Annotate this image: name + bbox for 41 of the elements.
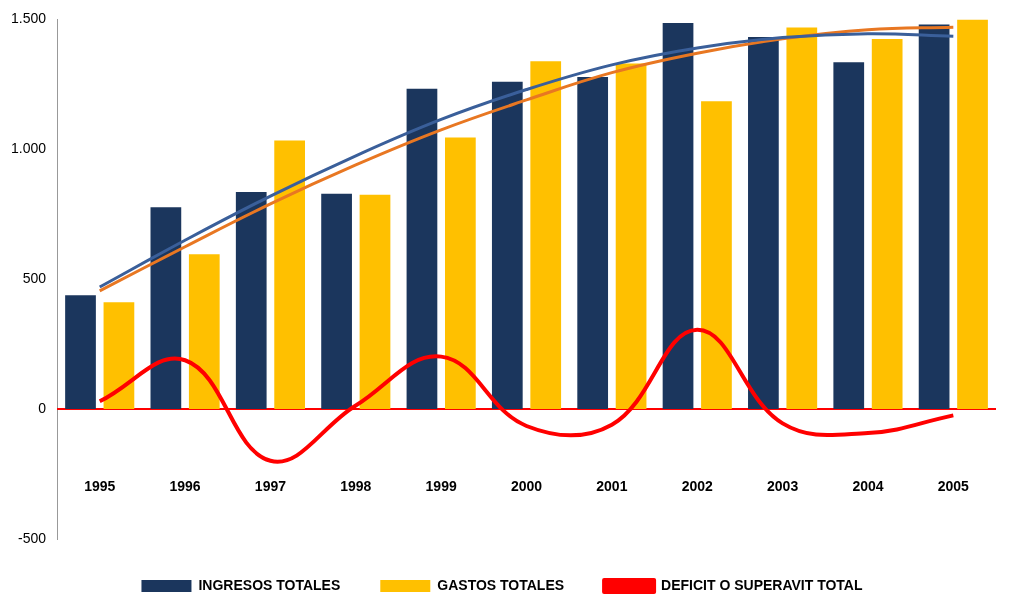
x-tick-label: 2001	[596, 477, 628, 494]
bar	[871, 38, 903, 410]
bar	[701, 101, 732, 410]
bar	[150, 207, 182, 410]
bar	[445, 137, 476, 410]
x-tick-label: 2003	[767, 477, 799, 494]
bar	[359, 194, 391, 410]
y-tick-label: 500	[22, 270, 47, 287]
bar	[786, 27, 818, 410]
bar	[530, 61, 562, 410]
bar	[748, 37, 779, 410]
bar	[103, 302, 135, 410]
bar	[274, 140, 306, 410]
x-tick-label: 2004	[852, 477, 884, 494]
x-tick-label: 1999	[425, 477, 457, 494]
legend-label: DEFICIT O SUPERAVIT TOTAL	[661, 576, 863, 593]
x-tick-label: 2000	[510, 477, 543, 494]
x-tick-label: 1998	[340, 477, 372, 494]
bar	[491, 81, 523, 410]
bar	[577, 77, 609, 410]
x-tick-label: 1997	[254, 477, 287, 494]
bar	[406, 88, 438, 410]
bar	[321, 193, 352, 410]
bar	[833, 62, 865, 410]
legend-label: GASTOS TOTALES	[437, 576, 565, 593]
legend-label: INGRESOS TOTALES	[198, 576, 341, 593]
bar	[188, 254, 220, 410]
x-tick-label: 2005	[937, 477, 970, 494]
bar	[235, 191, 267, 410]
y-tick-label: 0	[38, 399, 47, 416]
bar	[65, 295, 96, 410]
x-tick-label: 1996	[169, 477, 201, 494]
x-tick-label: 1995	[84, 477, 116, 494]
y-tick-label: 1.000	[10, 140, 47, 157]
x-tick-label: 2002	[681, 477, 714, 494]
bar	[918, 24, 950, 410]
bar	[662, 23, 694, 410]
y-tick-label: -500	[18, 529, 47, 546]
y-tick-label: 1.500	[10, 10, 47, 27]
bar	[615, 63, 647, 410]
bar	[957, 19, 988, 410]
